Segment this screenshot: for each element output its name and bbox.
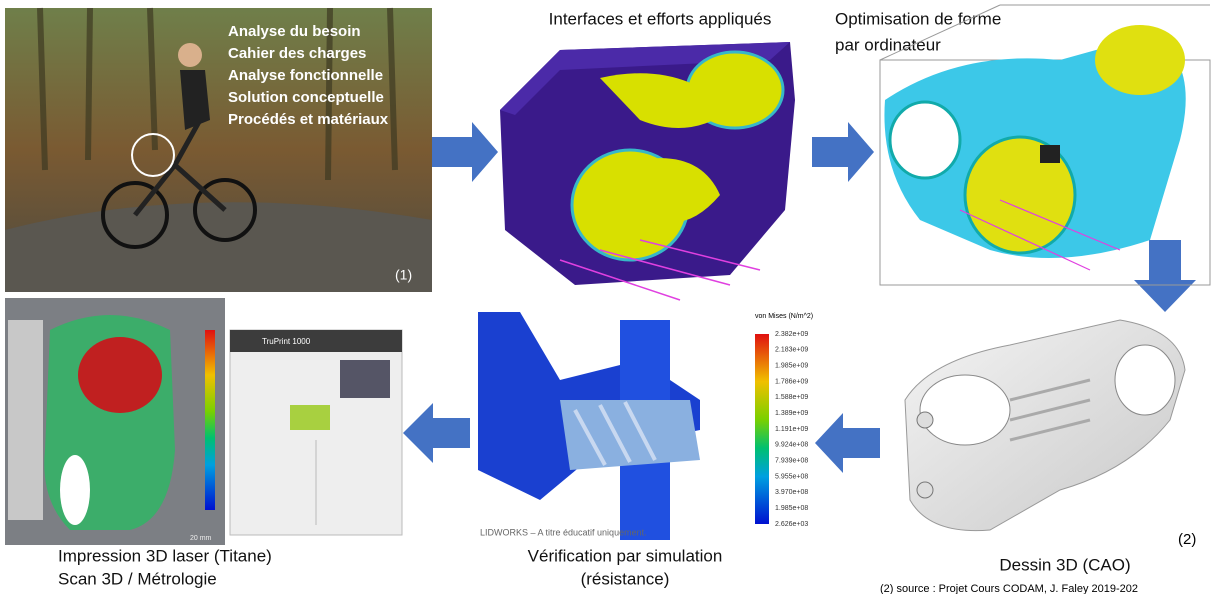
colorbar-label: 7.939e+08 bbox=[775, 458, 808, 465]
colorbar-label: 1.191e+09 bbox=[775, 426, 808, 433]
panel-caption: Impression 3D laser (Titane) bbox=[58, 546, 272, 565]
note: (1) bbox=[395, 267, 412, 283]
panel-caption: (résistance) bbox=[581, 569, 670, 588]
panel-caption: Vérification par simulation bbox=[528, 546, 723, 565]
colorbar-label: 9.924e+08 bbox=[775, 442, 808, 449]
bike-photo bbox=[5, 8, 432, 292]
arrow-left bbox=[815, 413, 880, 473]
design-step: Analyse du besoin bbox=[228, 23, 361, 40]
arrow-right bbox=[812, 122, 874, 182]
printer-image: TruPrint 1000 bbox=[230, 330, 402, 535]
machine-label: TruPrint 1000 bbox=[262, 337, 311, 346]
colorbar-label: 5.955e+08 bbox=[775, 473, 808, 480]
colorbar-label: 1.786e+09 bbox=[775, 378, 808, 385]
design-step: Procédés et matériaux bbox=[228, 111, 389, 128]
scale-label: 20 mm bbox=[190, 535, 212, 542]
colorbar-label: 3.970e+08 bbox=[775, 489, 808, 496]
colorbar-label: 1.389e+09 bbox=[775, 410, 808, 417]
arrow-left bbox=[403, 403, 470, 463]
panel-title: Interfaces et efforts appliqués bbox=[549, 9, 772, 28]
interfaces-model bbox=[500, 42, 795, 300]
design-step: Cahier des charges bbox=[228, 45, 366, 62]
colorbar-label: 1.588e+09 bbox=[775, 394, 808, 401]
panel-title: Optimisation de forme bbox=[835, 9, 1001, 28]
watermark: LIDWORKS – A titre éducatif uniquement. bbox=[480, 527, 647, 537]
page: {"panels": { "design": {"lines": ["Analy… bbox=[0, 0, 1219, 594]
colorbar-label: 1.985e+08 bbox=[775, 505, 808, 512]
arrow-down bbox=[1134, 240, 1196, 312]
design-step: Solution conceptuelle bbox=[228, 89, 384, 106]
design-step: Analyse fonctionnelle bbox=[228, 67, 383, 84]
colorbar-labels: 2.382e+09 2.183e+09 1.985e+09 1.786e+09 1.58… bbox=[775, 331, 808, 528]
colorbar-label: 2.626e+03 bbox=[775, 521, 808, 528]
panel-title: par ordinateur bbox=[835, 35, 941, 54]
panel-caption: Scan 3D / Métrologie bbox=[58, 569, 217, 588]
colorbar-label: 1.985e+09 bbox=[775, 363, 808, 370]
source-note: (2) source : Projet Cours CODAM, J. Fale… bbox=[880, 583, 1138, 594]
scan-image: 20 mm bbox=[5, 298, 225, 545]
panel-caption: Dessin 3D (CAO) bbox=[999, 555, 1130, 574]
note: (2) bbox=[1178, 531, 1196, 548]
diagram: (1) Analyse du besoin Cahier des charges A… bbox=[0, 0, 1219, 594]
colorbar-label: 2.382e+09 bbox=[775, 331, 808, 338]
simulation-model bbox=[475, 310, 769, 545]
colorbar-label: 2.183e+09 bbox=[775, 347, 808, 354]
cad-model bbox=[905, 320, 1185, 531]
arrow-right bbox=[432, 122, 498, 182]
colorbar-title: von Mises (N/m^2) bbox=[755, 313, 813, 320]
